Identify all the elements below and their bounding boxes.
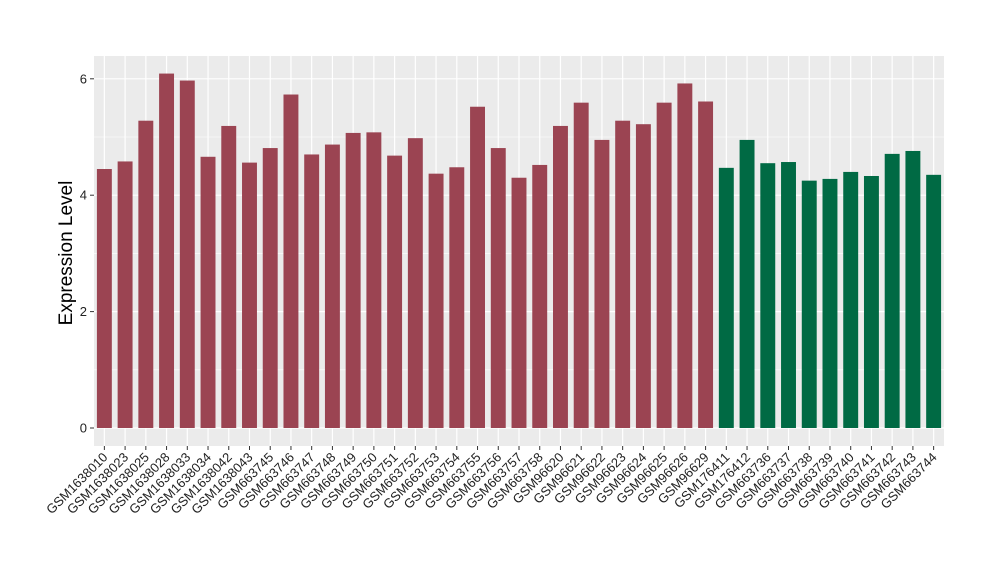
y-tick-label: 6: [80, 71, 87, 86]
bar: [345, 132, 361, 428]
bar: [449, 167, 465, 429]
bar: [159, 73, 175, 428]
bar: [905, 150, 921, 428]
bar: [573, 102, 589, 429]
bar: [407, 138, 423, 428]
bar: [594, 139, 610, 428]
bar: [677, 83, 693, 429]
y-tick-label: 2: [80, 304, 87, 319]
bar: [843, 171, 859, 429]
bar: [138, 120, 154, 428]
bar: [470, 106, 485, 429]
bar: [96, 169, 112, 428]
y-axis: 0 2 4 6: [80, 71, 94, 436]
bar: [242, 162, 257, 428]
bar: [366, 132, 382, 428]
bar: [117, 161, 133, 428]
bar: [304, 154, 320, 428]
bars: [96, 73, 942, 429]
bar: [179, 80, 195, 429]
bar: [511, 177, 527, 428]
bar: [428, 173, 444, 428]
bar: [739, 139, 755, 428]
bar: [283, 94, 299, 428]
bar: [553, 125, 568, 428]
y-tick-label: 0: [80, 421, 87, 436]
bar: [863, 175, 879, 428]
bar: [532, 164, 548, 428]
bar: [884, 153, 900, 429]
bar: [801, 180, 817, 428]
bar: [324, 144, 340, 429]
bar: [781, 162, 796, 428]
bar: [822, 178, 838, 428]
bar: [490, 148, 506, 429]
bar: [262, 148, 278, 429]
bar: [760, 163, 776, 428]
y-axis-title: Expression Level: [56, 181, 77, 326]
bar: [387, 155, 403, 428]
bar: [635, 124, 651, 429]
bar: [200, 156, 216, 428]
y-tick-label: 4: [80, 188, 87, 203]
bar: [615, 120, 631, 428]
bar: [718, 167, 734, 428]
bar: [656, 102, 672, 429]
bar: [926, 174, 942, 428]
bar: [698, 101, 714, 429]
x-axis: GSM1638010GSM1638023GSM1638025GSM1638028…: [43, 446, 940, 517]
bar: [221, 125, 237, 428]
